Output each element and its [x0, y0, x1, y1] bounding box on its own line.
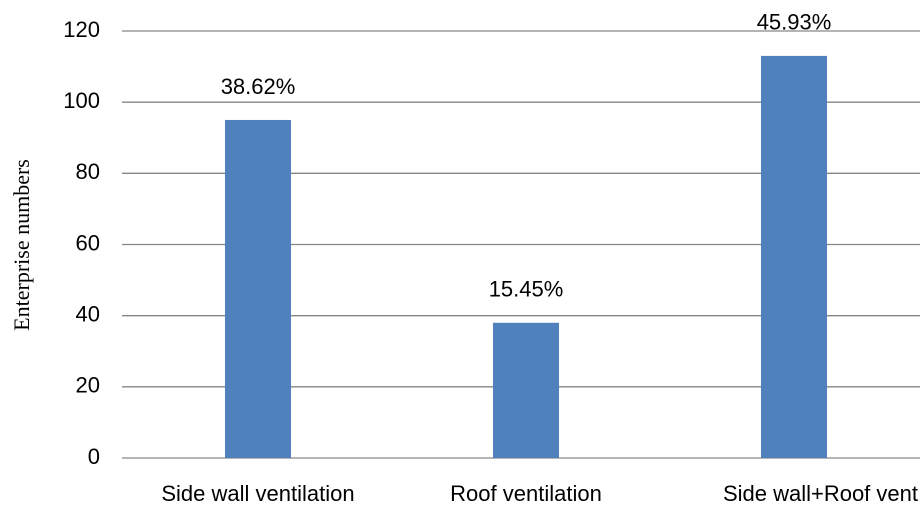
- annotation: 15.45%: [489, 277, 564, 302]
- annotation: 38.62%: [221, 74, 296, 99]
- x-tick-label: Roof ventilation: [450, 481, 602, 506]
- annotation: 45.93%: [757, 10, 832, 35]
- y-axis-title: Enterprise numbers: [9, 159, 34, 331]
- y-tick-label: 100: [63, 88, 100, 113]
- y-tick-label: 20: [76, 373, 100, 398]
- y-tick-label: 120: [63, 17, 100, 42]
- y-tick-label: 0: [88, 444, 100, 469]
- y-tick-label: 40: [76, 301, 100, 326]
- bar: [761, 55, 827, 459]
- y-tick-label: 60: [76, 230, 100, 255]
- x-tick-label: Side wall+Roof vent: [723, 481, 918, 506]
- bar: [225, 119, 291, 458]
- x-tick-label: Side wall ventilation: [161, 481, 354, 506]
- y-tick-label: 80: [76, 159, 100, 184]
- bar: [493, 322, 559, 458]
